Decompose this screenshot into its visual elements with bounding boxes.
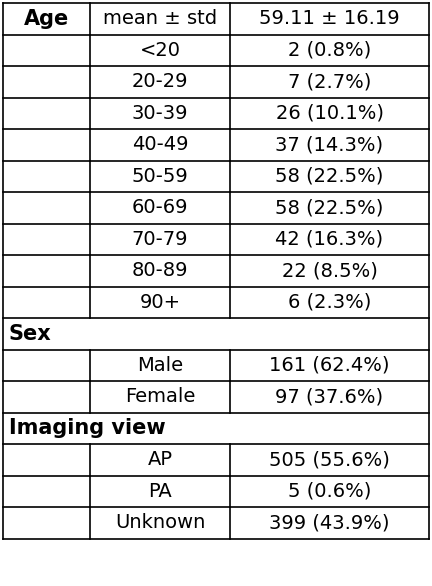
Text: 60-69: 60-69 xyxy=(132,198,188,217)
Text: Sex: Sex xyxy=(9,323,52,344)
Text: 505 (55.6%): 505 (55.6%) xyxy=(269,450,390,469)
Text: 58 (22.5%): 58 (22.5%) xyxy=(275,198,384,217)
Text: Female: Female xyxy=(125,387,195,406)
Text: Unknown: Unknown xyxy=(115,513,205,532)
Text: 30-39: 30-39 xyxy=(132,104,188,122)
Text: mean ± std: mean ± std xyxy=(103,9,217,28)
Text: 26 (10.1%): 26 (10.1%) xyxy=(276,104,384,122)
Text: 22 (8.5%): 22 (8.5%) xyxy=(282,261,378,280)
Text: 7 (2.7%): 7 (2.7%) xyxy=(288,72,371,91)
Text: 42 (16.3%): 42 (16.3%) xyxy=(276,230,384,248)
Text: 5 (0.6%): 5 (0.6%) xyxy=(288,482,371,501)
Text: 2 (0.8%): 2 (0.8%) xyxy=(288,41,371,60)
Text: Male: Male xyxy=(137,356,183,375)
Text: 40-49: 40-49 xyxy=(132,135,188,154)
Text: 20-29: 20-29 xyxy=(132,72,188,91)
Text: 97 (37.6%): 97 (37.6%) xyxy=(276,387,384,406)
Text: 90+: 90+ xyxy=(140,293,181,312)
Text: Imaging view: Imaging view xyxy=(9,418,165,438)
Text: 161 (62.4%): 161 (62.4%) xyxy=(269,356,390,375)
Text: 70-79: 70-79 xyxy=(132,230,188,248)
Text: 50-59: 50-59 xyxy=(132,167,188,186)
Text: Age: Age xyxy=(24,9,69,29)
Text: 37 (14.3%): 37 (14.3%) xyxy=(276,135,384,154)
Text: 58 (22.5%): 58 (22.5%) xyxy=(275,167,384,186)
Text: 6 (2.3%): 6 (2.3%) xyxy=(288,293,371,312)
Text: 399 (43.9%): 399 (43.9%) xyxy=(269,513,390,532)
Text: 80-89: 80-89 xyxy=(132,261,188,280)
Text: PA: PA xyxy=(148,482,172,501)
Text: AP: AP xyxy=(147,450,172,469)
Text: <20: <20 xyxy=(140,41,181,60)
Text: 59.11 ± 16.19: 59.11 ± 16.19 xyxy=(259,9,400,28)
